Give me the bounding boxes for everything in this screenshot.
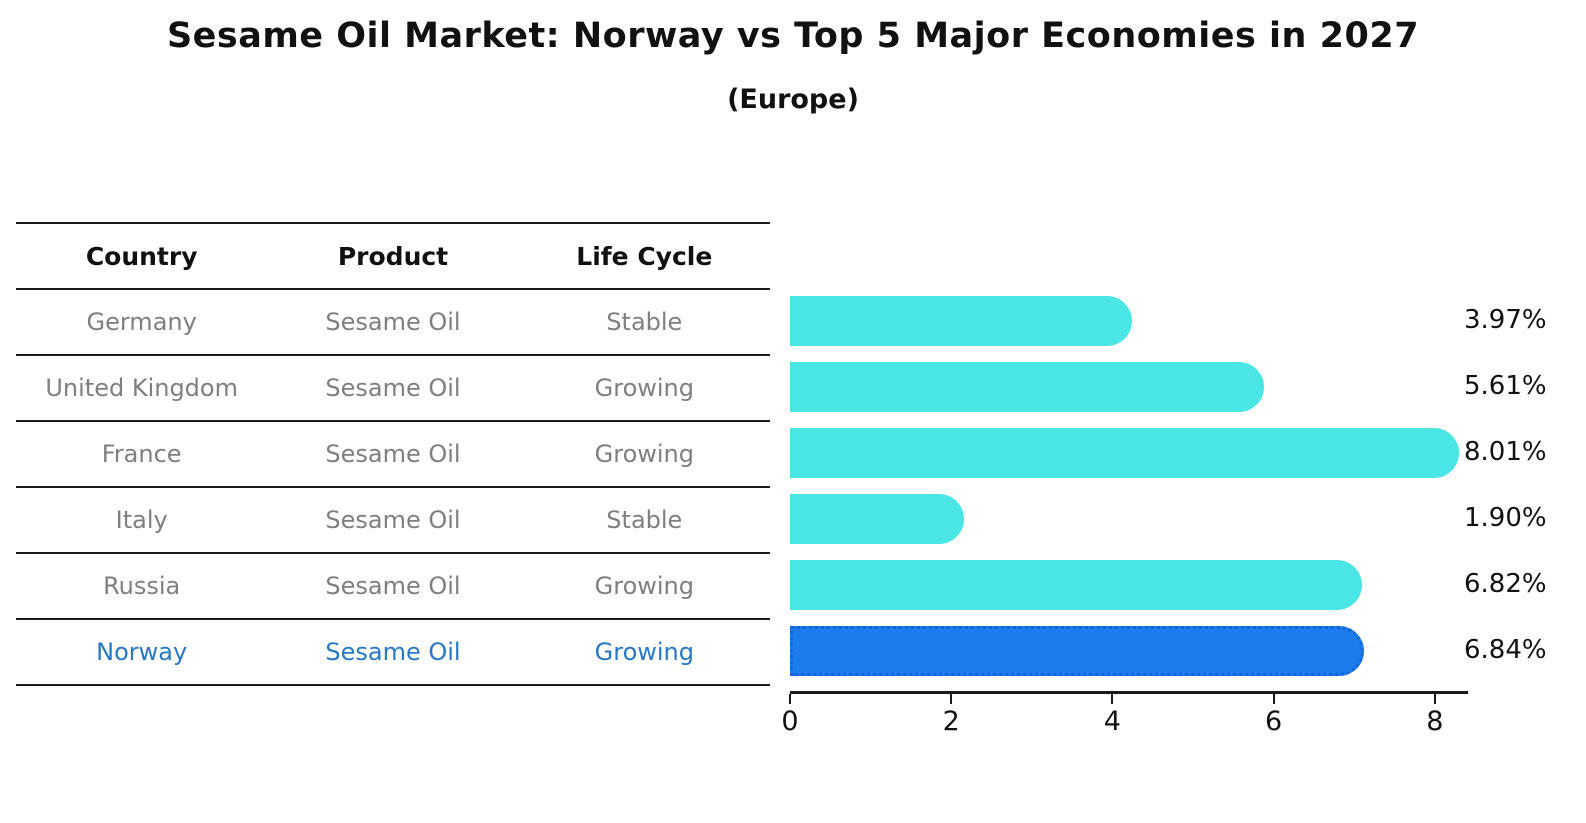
cell-life-cycle: Growing [594,638,694,666]
table-row-united-kingdom: United Kingdom Sesame Oil Growing [16,356,770,422]
cell-life-cycle: Stable [606,308,683,336]
value-label-norway: 6.84% [1464,635,1547,665]
column-header-country: Country [85,241,198,271]
x-tick-label-8: 8 [1426,706,1444,737]
value-label-united-kingdom: 5.61% [1464,371,1547,401]
cell-product: Sesame Oil [325,572,461,600]
comparison-table: Country Product Life Cycle Germany Sesame O… [16,222,770,686]
value-label-germany: 3.97% [1464,305,1547,335]
cell-life-cycle: Stable [606,506,683,534]
table-header-row: Country Product Life Cycle [16,224,770,290]
cell-country: Russia [103,572,181,600]
column-header-life-cycle: Life Cycle [576,241,713,271]
cell-country: Germany [86,308,197,336]
cell-product: Sesame Oil [325,638,461,666]
x-tick-label-0: 0 [781,706,799,737]
value-label-italy: 1.90% [1464,503,1547,533]
x-tick-label-6: 6 [1265,706,1283,737]
x-tick-label-2: 2 [942,706,960,737]
chart-subtitle: (Europe) [727,84,859,115]
cell-country: United Kingdom [45,374,238,402]
bar-italy [790,494,964,544]
chart-title: Sesame Oil Market: Norway vs Top 5 Major… [166,16,1420,56]
table-body: Germany Sesame Oil Stable United Kingdom Ses… [16,290,770,686]
x-tick-mark-4 [1111,694,1114,704]
cell-product: Sesame Oil [325,506,461,534]
cell-life-cycle: Growing [594,572,694,600]
x-tick-mark-2 [950,694,953,704]
bar-france [790,428,1459,478]
table-row-france: France Sesame Oil Growing [16,422,770,488]
table-row-germany: Germany Sesame Oil Stable [16,290,770,356]
table-row-russia: Russia Sesame Oil Growing [16,554,770,620]
cell-life-cycle: Growing [594,440,694,468]
cell-product: Sesame Oil [325,374,461,402]
column-header-product: Product [337,241,449,271]
x-tick-mark-8 [1433,694,1436,704]
cell-country: France [101,440,182,468]
cell-product: Sesame Oil [325,308,461,336]
x-tick-mark-6 [1272,694,1275,704]
cell-life-cycle: Growing [594,374,694,402]
bar-russia [790,560,1362,610]
bar-germany [790,296,1132,346]
table-row-italy: Italy Sesame Oil Stable [16,488,770,554]
value-label-russia: 6.82% [1464,569,1547,599]
x-axis-line [790,691,1468,694]
x-tick-label-4: 4 [1103,706,1121,737]
cell-country: Italy [115,506,168,534]
value-label-france: 8.01% [1464,437,1547,467]
cell-product: Sesame Oil [325,440,461,468]
x-tick-mark-0 [789,694,791,704]
bar-united-kingdom [790,362,1264,412]
bar-norway [790,626,1364,676]
table-row-norway: Norway Sesame Oil Growing [16,620,770,686]
cell-country: Norway [96,638,188,666]
